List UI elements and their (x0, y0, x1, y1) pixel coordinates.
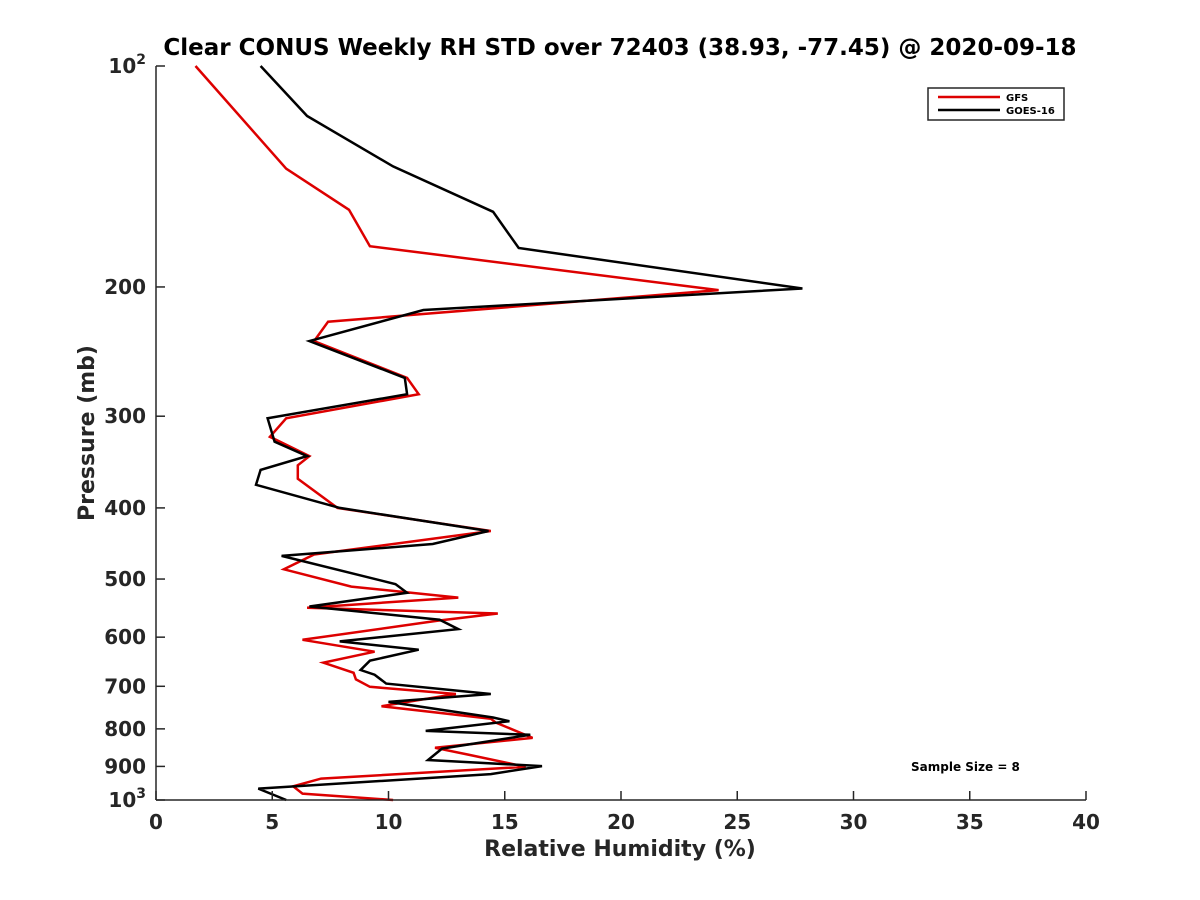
x-tick-label: 15 (491, 810, 519, 834)
x-axis-title: Relative Humidity (%) (484, 837, 756, 862)
legend: GFS GOES-16 (927, 87, 1065, 121)
y-tick-label: 600 (104, 625, 146, 649)
legend-box (927, 87, 1065, 121)
legend-label-goes-16: GOES-16 (1006, 106, 1055, 117)
x-tick-label: 35 (956, 810, 984, 834)
plot-area (194, 65, 803, 802)
x-tick-label: 20 (607, 810, 635, 834)
chart-title: Clear CONUS Weekly RH STD over 72403 (38… (163, 35, 1076, 61)
y-tick-label: 200 (104, 275, 146, 299)
y-tick-label: 800 (104, 717, 146, 741)
x-tick-label: 40 (1072, 810, 1100, 834)
legend-label-gfs: GFS (1006, 93, 1028, 104)
x-tick-label: 5 (265, 810, 279, 834)
y-tick-label: 102 (108, 52, 146, 78)
sample-size-note: Sample Size = 8 (911, 760, 1020, 774)
y-tick-label: 900 (104, 754, 146, 778)
series-line-goes-16 (254, 65, 803, 802)
y-tick-label: 500 (104, 567, 146, 591)
y-tick-label: 300 (104, 404, 146, 428)
y-tick-label: 700 (104, 674, 146, 698)
y-tick-label: 103 (108, 786, 146, 812)
x-tick-label: 25 (723, 810, 751, 834)
x-tick-label: 30 (840, 810, 868, 834)
x-tick-label: 0 (149, 810, 163, 834)
y-axis-title: Pressure (mb) (75, 345, 100, 521)
y-tick-label: 400 (104, 496, 146, 520)
x-tick-label: 10 (375, 810, 403, 834)
axes: 0 5 10 15 20 25 30 35 40 102 200 300 400 500 600 700 800… (104, 52, 1100, 834)
